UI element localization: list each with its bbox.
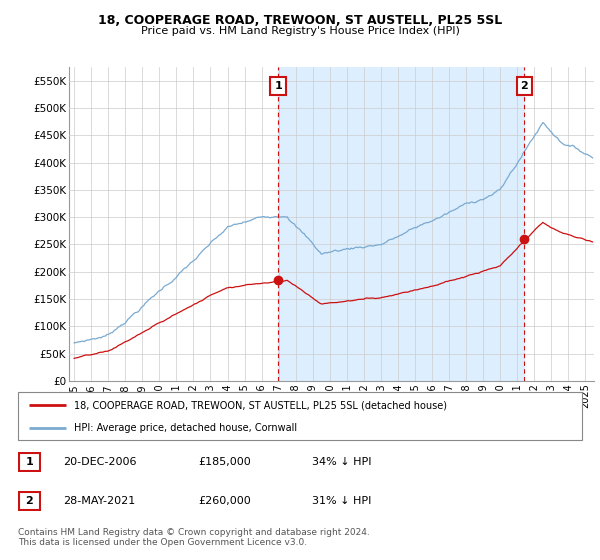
FancyBboxPatch shape (19, 453, 40, 471)
Text: HPI: Average price, detached house, Cornwall: HPI: Average price, detached house, Corn… (74, 423, 298, 433)
Text: 2: 2 (520, 81, 528, 91)
Text: 20-DEC-2006: 20-DEC-2006 (63, 457, 137, 467)
Bar (278, 67, 524, 381)
Text: 18, COOPERAGE ROAD, TREWOON, ST AUSTELL, PL25 5SL: 18, COOPERAGE ROAD, TREWOON, ST AUSTELL,… (98, 14, 502, 27)
FancyBboxPatch shape (19, 492, 40, 510)
Text: 1: 1 (26, 457, 33, 467)
Text: £260,000: £260,000 (198, 496, 251, 506)
Text: 28-MAY-2021: 28-MAY-2021 (63, 496, 135, 506)
Text: Price paid vs. HM Land Registry's House Price Index (HPI): Price paid vs. HM Land Registry's House … (140, 26, 460, 36)
Text: 31% ↓ HPI: 31% ↓ HPI (312, 496, 371, 506)
Text: 2: 2 (26, 496, 33, 506)
Text: Contains HM Land Registry data © Crown copyright and database right 2024.
This d: Contains HM Land Registry data © Crown c… (18, 528, 370, 547)
Text: 34% ↓ HPI: 34% ↓ HPI (312, 457, 371, 467)
Text: £185,000: £185,000 (198, 457, 251, 467)
FancyBboxPatch shape (18, 392, 582, 440)
Text: 18, COOPERAGE ROAD, TREWOON, ST AUSTELL, PL25 5SL (detached house): 18, COOPERAGE ROAD, TREWOON, ST AUSTELL,… (74, 400, 448, 410)
Text: 1: 1 (274, 81, 282, 91)
